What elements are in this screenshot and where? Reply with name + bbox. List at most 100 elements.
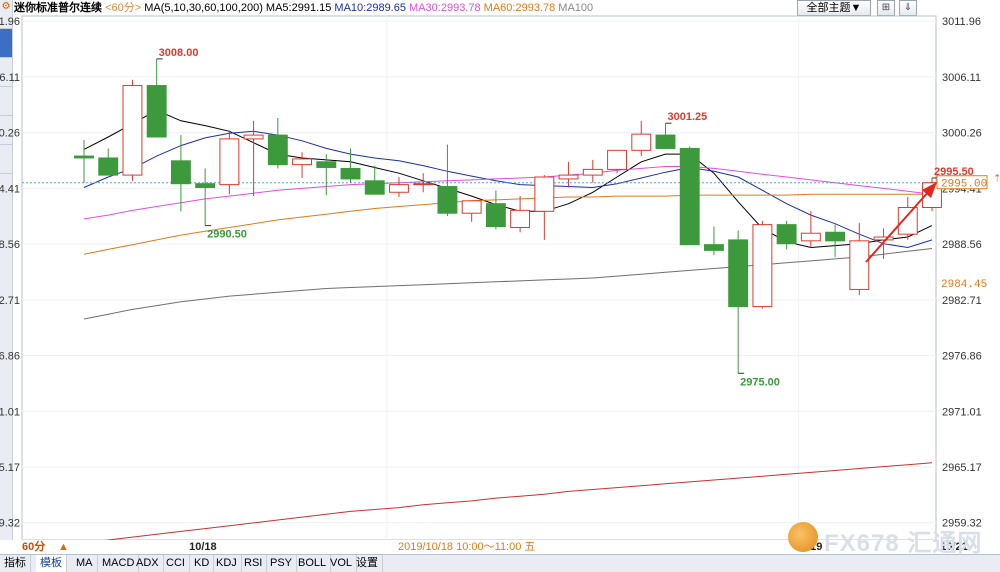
candlestick-chart[interactable]: 3011.96 3011.96 3006.11 3006.11 3000.26 3000.… — [0, 0, 1000, 540]
indicator-tab[interactable]: VOL — [326, 555, 358, 572]
y-tick-label-left: 2982.71 — [0, 295, 20, 307]
current-price-label: 2995.00 — [941, 179, 987, 191]
price-marker-icon: ⇡ — [993, 174, 1000, 185]
indicator-tabs: 指标 模板 MA MACD ADX CCI KD KDJ RSI PSY BOLL VOL 设置 — [0, 554, 1000, 572]
current-price-box — [936, 175, 988, 190]
watermark: FX678 汇通网 — [788, 520, 988, 557]
sidebar-tab-4[interactable] — [0, 87, 12, 116]
y-tick-label-left: 2965.17 — [0, 462, 20, 474]
candle-body — [631, 133, 652, 151]
y-tick-label-left: 2994.41 — [0, 183, 20, 195]
y-tick-label-right: 3011.96 — [942, 16, 981, 28]
candle-body — [195, 183, 216, 188]
candle-body — [703, 244, 724, 251]
indicator-tab[interactable]: MACD — [98, 555, 140, 572]
candle-body — [825, 231, 846, 242]
candle-body — [679, 147, 700, 246]
sidebar-tab-3[interactable] — [0, 58, 12, 87]
ma-indicator[interactable]: MA(5,10,30,60,100,200) — [144, 2, 263, 14]
candle-body — [170, 160, 191, 185]
indicator-tab[interactable]: 指标 — [0, 555, 31, 572]
candle-body — [437, 186, 458, 214]
candle-body — [219, 138, 240, 186]
candle-body — [534, 176, 555, 212]
annotation-label: 2975.00 — [740, 376, 780, 388]
indicator-tab[interactable]: 设置 — [352, 555, 383, 572]
annotation-label: 2995.50 — [934, 166, 974, 178]
candle-body — [558, 174, 579, 180]
period-label: 60分 — [22, 541, 46, 553]
indicator-header: 迷你标准普尔连续 <60分> MA(5,10,30,60,100,200) MA… — [12, 0, 1000, 16]
candle-body — [340, 167, 361, 180]
candle-body — [800, 232, 821, 242]
candle-body — [873, 236, 894, 241]
indicator-tab[interactable]: MA — [72, 555, 98, 572]
arrow-down-icon[interactable]: ⇓ — [899, 0, 917, 16]
candle-body — [607, 149, 627, 170]
y-tick-label-left: 3011.96 — [0, 16, 20, 28]
indicator-tab[interactable]: ADX — [132, 555, 164, 572]
y-tick-label-left: 2976.86 — [0, 351, 20, 363]
period-tag: <60分> — [105, 2, 142, 14]
annotation-label: 3001.25 — [667, 111, 707, 123]
ma-line-ma200 — [103, 462, 933, 540]
candle-body — [655, 134, 676, 149]
candle-body — [413, 183, 434, 186]
candle-body — [74, 155, 94, 159]
watermark-logo-icon — [788, 522, 818, 552]
y-tick-label-left: 2971.01 — [0, 406, 20, 418]
y-tick-label-left: 3006.11 — [0, 72, 20, 84]
ma10-value: MA10:2989.65 — [334, 2, 406, 14]
indicator-tab[interactable]: PSY — [266, 555, 298, 572]
x-tick-label: 10/21 — [940, 541, 968, 553]
candle-body — [316, 161, 337, 168]
trend-arrow — [865, 189, 931, 263]
candle-body — [292, 158, 313, 166]
candle-body — [510, 209, 531, 229]
indicator-tab[interactable]: CCI — [162, 555, 190, 572]
y-tick-label-right: 2959.32 — [942, 518, 982, 530]
ma5-value: MA5:2991.15 — [265, 2, 332, 14]
period-arrow-icon[interactable]: ▲ — [58, 541, 69, 553]
candle-body — [243, 134, 264, 140]
candle-body — [146, 85, 167, 138]
sidebar-tab-2[interactable] — [0, 29, 12, 58]
y-tick-label-left: 3000.26 — [0, 128, 20, 140]
y-tick-label-right: 2971.01 — [942, 406, 982, 418]
candle-body — [776, 224, 797, 245]
ma-line-ma30 — [83, 166, 933, 220]
sidebar-tab-6[interactable] — [0, 145, 12, 174]
ma-line-ma100 — [83, 248, 933, 320]
indicator-tab[interactable]: KD — [190, 555, 215, 572]
y-tick-label-right: 2976.86 — [942, 351, 982, 363]
ma100-value: MA100 — [558, 2, 594, 14]
y-tick-label-right: 2982.71 — [942, 295, 982, 307]
y-tick-label-right: 2988.56 — [942, 239, 982, 251]
y-tick-label-left: 2959.32 — [0, 518, 20, 530]
sidebar-tab-5[interactable] — [0, 116, 12, 145]
candle-body — [849, 240, 870, 290]
candle-body — [364, 180, 385, 195]
indicator-tab[interactable]: BOLL — [294, 555, 332, 572]
period-selector[interactable]: 60分 ▲ — [0, 540, 70, 554]
y-tick-label-left: 2988.56 — [0, 239, 20, 251]
trend-arrow-head — [922, 182, 937, 198]
candle-body — [98, 157, 119, 176]
candle-body — [752, 224, 773, 308]
y-tick-label-right: 3000.26 — [942, 128, 982, 140]
ma200-label: 2984.45 — [941, 279, 987, 291]
ma30-value: MA30:2993.78 — [409, 2, 481, 14]
indicator-tab[interactable]: RSI — [240, 555, 268, 572]
ma60-value: MA60:2993.78 — [483, 2, 556, 14]
y-tick-label-right: 2965.17 — [942, 462, 982, 474]
indicator-tab[interactable]: KDJ — [212, 555, 242, 572]
gear-icon[interactable]: ⚙ — [1, 1, 11, 12]
y-tick-label-right: 3006.11 — [942, 72, 981, 84]
candle-body — [582, 168, 603, 176]
symbol-name: 迷你标准普尔连续 — [14, 2, 102, 14]
x-tick-label: 10/18 — [189, 541, 217, 553]
candle-body — [267, 134, 288, 166]
candle-body — [485, 203, 506, 228]
indicator-tab[interactable]: 模板 — [36, 555, 67, 572]
sidebar-tab-1[interactable] — [0, 0, 12, 29]
